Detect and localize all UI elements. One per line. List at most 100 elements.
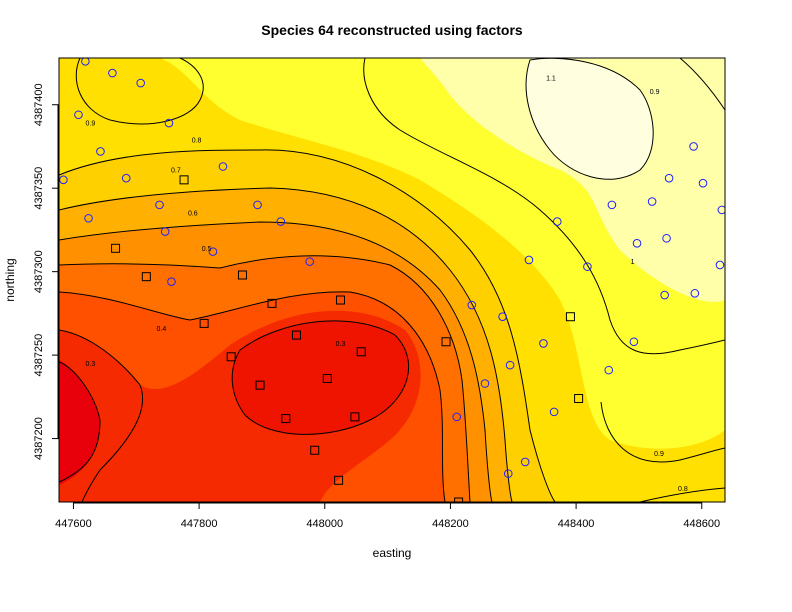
x-tick-label: 448000: [306, 518, 343, 530]
contour-labels: 0.9 0.8 0.7 0.6 0.5 0.4 0.3 0.3 1.1 0.9 0.9 0.8 1: [86, 76, 688, 494]
circle-marker: [74, 110, 83, 120]
circle-marker: [715, 260, 725, 270]
contour-0.6: [59, 221, 493, 502]
band-1.1: [526, 58, 654, 180]
contour-label: 0.6: [188, 211, 198, 218]
contour-0.3-center: [231, 320, 410, 435]
square-marker: [179, 175, 189, 185]
contour-label: 0.4: [157, 326, 167, 333]
contour-label: 0.8: [678, 486, 688, 493]
square-marker: [322, 373, 332, 383]
circle-marker: [121, 173, 131, 183]
circle-marker: [539, 339, 548, 348]
circle-marker: [549, 407, 559, 417]
contour-0.8: [59, 149, 556, 502]
contour-label: 0.3: [336, 341, 346, 348]
circle-markers: [59, 58, 725, 478]
contour-label: 0.9: [650, 89, 660, 96]
square-marker: [237, 270, 247, 280]
contour-label: 0.3: [86, 361, 96, 368]
plot-border: [58, 57, 726, 503]
square-markers: [111, 175, 584, 502]
x-axis-label: easting: [373, 546, 412, 560]
circle-marker: [524, 255, 534, 265]
circle-marker: [520, 457, 530, 467]
contour-label: 1: [631, 259, 635, 266]
circle-marker: [664, 173, 674, 183]
x-tick-label: 448600: [683, 518, 720, 530]
x-tick-label: 448200: [432, 518, 469, 530]
contour-label: 0.8: [192, 137, 202, 144]
circle-marker: [167, 277, 176, 286]
circle-marker: [690, 289, 700, 298]
square-marker: [199, 318, 209, 328]
circle-marker: [480, 379, 490, 388]
y-tick-label: 4387300: [33, 250, 45, 293]
square-marker: [310, 445, 320, 455]
contour-0.9-right-top: [679, 58, 725, 111]
x-tick-label: 447800: [181, 518, 218, 530]
contour-0.9-right-bottom: [600, 401, 725, 463]
contour-1.0: [363, 58, 725, 355]
square-marker: [291, 330, 301, 340]
x-tick-label: 448400: [558, 518, 595, 530]
square-marker: [454, 497, 464, 502]
contour-0.3-left: [59, 329, 144, 502]
circle-marker: [305, 257, 314, 266]
contour-0.7: [59, 187, 513, 502]
circle-marker: [503, 469, 513, 478]
y-tick-label: 4387400: [33, 83, 45, 126]
contour-label: 0.7: [171, 167, 181, 174]
square-marker: [350, 412, 360, 422]
circle-marker: [276, 217, 286, 226]
circle-marker: [164, 118, 174, 128]
y-tick-label: 4387250: [33, 334, 45, 377]
circle-marker: [96, 147, 105, 156]
y-axis: 4387200 4387250 4387300 4387350 4387400: [33, 83, 59, 460]
circle-marker: [155, 200, 164, 210]
circle-marker: [607, 200, 617, 210]
square-marker: [574, 394, 584, 404]
square-marker: [281, 414, 291, 424]
circle-marker: [660, 290, 669, 300]
contour-0.5: [59, 255, 471, 502]
plot-area: 0.9 0.8 0.7 0.6 0.5 0.4 0.3 0.3 1.1 0.9 0.9 0.8 1: [59, 58, 725, 502]
circle-marker: [505, 360, 515, 370]
x-tick-label: 447600: [55, 518, 92, 530]
circle-marker: [84, 213, 93, 223]
circle-marker: [604, 365, 614, 375]
contour-lines: [59, 58, 725, 502]
contour-0.4: [59, 291, 446, 502]
band-0.2: [59, 360, 100, 485]
circle-marker: [717, 205, 725, 215]
circle-marker: [218, 162, 228, 171]
circle-marker: [81, 58, 90, 66]
circle-marker: [662, 233, 671, 243]
circle-marker: [136, 78, 145, 88]
circle-marker: [583, 262, 592, 271]
circle-marker: [698, 178, 708, 188]
contour-0.8-right: [639, 487, 725, 502]
contour-1.1: [525, 58, 654, 180]
circle-marker: [160, 227, 170, 236]
square-marker: [141, 272, 151, 282]
circle-marker: [452, 412, 462, 422]
contour-0.9-top: [75, 58, 204, 125]
circle-marker: [629, 337, 639, 347]
circle-marker: [59, 175, 68, 185]
square-marker: [565, 312, 575, 322]
square-marker: [335, 295, 345, 305]
circle-marker: [552, 217, 562, 226]
circle-marker: [108, 68, 117, 78]
circle-marker: [253, 200, 262, 210]
chart-title: Species 64 reconstructed using factors: [261, 22, 523, 38]
circle-marker: [498, 312, 507, 322]
circle-marker: [647, 197, 657, 206]
square-marker: [356, 347, 366, 357]
contour-label: 0.5: [202, 246, 212, 253]
x-axis: 447600 447800 448000 448200 448400 448600: [55, 502, 720, 530]
contour-label: 0.9: [86, 121, 96, 128]
circle-marker: [632, 238, 642, 248]
contour-0.2-left: [59, 361, 101, 483]
